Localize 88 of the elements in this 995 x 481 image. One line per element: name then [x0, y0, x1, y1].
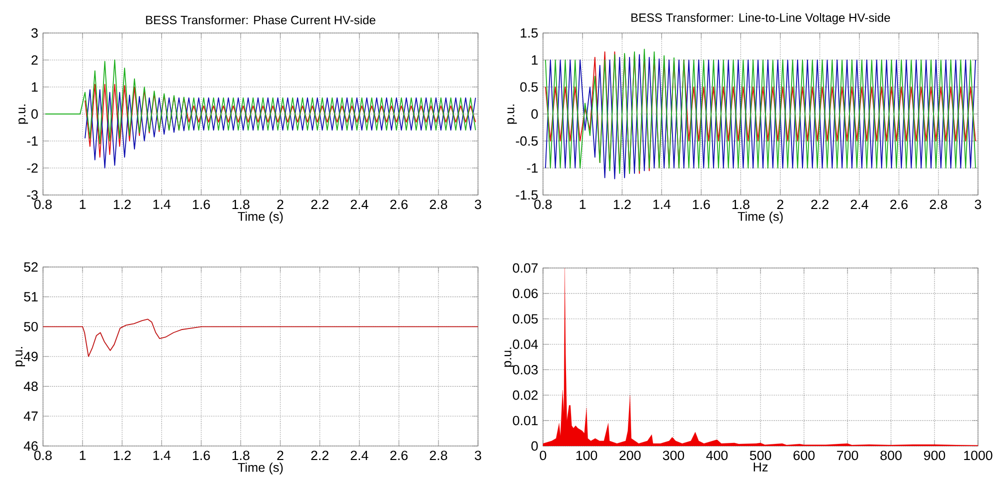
- y-tick-label: 0.04: [512, 340, 538, 349]
- x-tick-label: 1.4: [153, 450, 171, 460]
- y-tick-label: 1: [532, 55, 538, 65]
- y-axis-title: p.u.: [507, 104, 517, 124]
- y-tick-label: 0.06: [512, 288, 538, 298]
- y-tick-label: 0: [531, 441, 538, 451]
- x-tick-label: 2.8: [430, 200, 448, 210]
- y-tick-label: -2: [27, 163, 38, 173]
- x-tick-label: 3: [974, 200, 982, 210]
- y-tick-label: 50: [24, 322, 38, 332]
- x-tick-label: 800: [880, 450, 902, 460]
- x-axis-title: Time (s): [238, 212, 283, 224]
- x-tick-label: 2.4: [350, 450, 368, 460]
- y-tick-label: -0.5: [516, 136, 538, 146]
- y-tick-label: 49: [24, 352, 38, 362]
- x-tick-label: 1.6: [192, 450, 210, 460]
- x-tick-label: 2: [277, 450, 284, 460]
- x-tick-label: 0.8: [534, 200, 552, 210]
- y-tick-label: 0.03: [512, 364, 538, 374]
- x-tick-label: 500: [750, 450, 772, 460]
- y-tick-label: 0.07: [512, 263, 538, 273]
- y-tick-label: 0.02: [512, 390, 538, 400]
- x-tick-label: 2.8: [930, 200, 948, 210]
- y-tick-label: 51: [24, 292, 38, 302]
- x-tick-label: 1.8: [732, 200, 750, 210]
- y-tick-label: -1.5: [516, 190, 538, 200]
- y-axis-title: p.u.: [18, 104, 28, 124]
- x-tick-label: 1: [80, 450, 86, 460]
- y-tick-label: -1: [27, 136, 38, 146]
- x-tick-label: 0.8: [34, 450, 52, 460]
- x-tick-label: 3: [474, 200, 482, 210]
- line-series: [84, 84, 476, 158]
- chart-title: BESS Transformer: Line-to-Line Voltage HV-side: [631, 13, 890, 24]
- x-axis-title: Time (s): [238, 462, 283, 474]
- y-tick-label: 48: [24, 382, 38, 392]
- x-axis-title: Time (s): [738, 212, 783, 224]
- x-tick-label: 2.4: [350, 200, 368, 210]
- x-tick-label: 1.6: [692, 200, 710, 210]
- y-tick-label: -1: [527, 163, 538, 173]
- x-tick-label: 1.8: [232, 450, 250, 460]
- x-tick-label: 2.8: [430, 450, 448, 460]
- x-tick-label: 2.2: [311, 450, 328, 460]
- y-tick-label: 0.5: [520, 82, 538, 92]
- x-tick-label: 3: [474, 450, 482, 460]
- x-axis-title: Hz: [754, 462, 768, 472]
- line-series: [84, 89, 476, 168]
- x-tick-label: 1.4: [653, 200, 671, 209]
- x-tick-label: 2.2: [311, 200, 328, 210]
- x-tick-label: 2.2: [811, 200, 828, 210]
- x-tick-label: 2: [277, 200, 284, 210]
- x-tick-label: 2.4: [850, 200, 868, 210]
- y-tick-label: 47: [24, 412, 38, 421]
- x-tick-label: 1: [580, 200, 586, 209]
- x-tick-label: 1.2: [114, 450, 131, 460]
- x-tick-label: 0.8: [34, 200, 52, 210]
- chart-title: BESS Transformer: Phase Current HV-side: [146, 15, 376, 24]
- x-tick-label: 2: [777, 200, 784, 210]
- x-tick-label: 300: [662, 450, 684, 460]
- y-tick-label: -3: [27, 190, 38, 200]
- x-tick-label: 900: [924, 450, 946, 460]
- y-tick-label: 2: [32, 55, 38, 65]
- x-tick-label: 600: [794, 450, 815, 460]
- y-tick-label: 3: [31, 28, 38, 38]
- x-tick-label: 700: [837, 450, 858, 460]
- y-tick-label: 1.5: [520, 28, 538, 38]
- x-tick-label: 1000: [964, 450, 992, 460]
- y-tick-label: 1: [32, 82, 38, 92]
- x-tick-label: 1: [80, 200, 86, 209]
- x-tick-label: 200: [620, 450, 641, 460]
- y-axis-title: p.u.: [504, 348, 514, 367]
- x-tick-label: 1.8: [232, 200, 250, 210]
- x-tick-label: 400: [706, 450, 728, 460]
- x-tick-label: 2.6: [390, 200, 408, 210]
- y-tick-label: 0: [31, 109, 38, 119]
- x-tick-label: 2.6: [890, 200, 908, 210]
- x-tick-label: 1.2: [614, 200, 631, 210]
- x-tick-label: 1.2: [114, 200, 131, 210]
- x-tick-label: 0: [540, 450, 546, 460]
- x-tick-label: 1.6: [192, 200, 210, 210]
- y-tick-label: 46: [24, 441, 38, 451]
- y-tick-label: 0.05: [512, 314, 538, 324]
- x-tick-label: 2.6: [390, 450, 408, 460]
- y-tick-label: 0.01: [512, 416, 538, 426]
- y-axis-title: p.u.: [16, 347, 25, 366]
- x-tick-label: 100: [576, 450, 598, 460]
- y-tick-label: 52: [24, 262, 38, 272]
- x-tick-label: 1.4: [153, 200, 171, 209]
- y-tick-label: 0: [531, 109, 538, 119]
